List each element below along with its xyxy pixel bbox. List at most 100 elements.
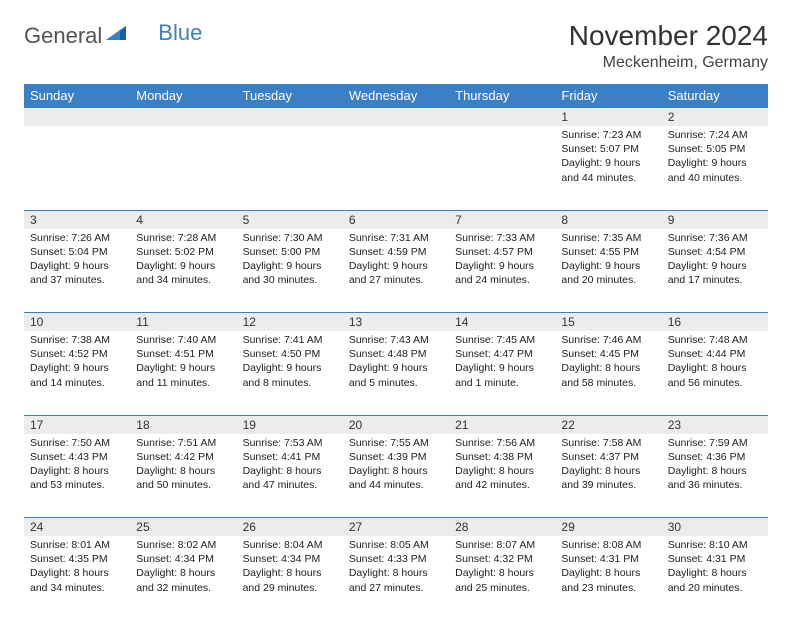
day-details: Sunrise: 8:01 AMSunset: 4:35 PMDaylight:… <box>24 536 130 601</box>
weekday-header: Thursday <box>449 84 555 108</box>
weekday-header: Saturday <box>662 84 768 108</box>
sunrise-text: Sunrise: 8:10 AM <box>668 538 762 552</box>
daylight-text: Daylight: 9 hours and 11 minutes. <box>136 361 230 389</box>
day-details: Sunrise: 7:40 AMSunset: 4:51 PMDaylight:… <box>130 331 236 396</box>
day-details: Sunrise: 7:50 AMSunset: 4:43 PMDaylight:… <box>24 434 130 499</box>
daylight-text: Daylight: 9 hours and 27 minutes. <box>349 259 443 287</box>
sunrise-text: Sunrise: 7:59 AM <box>668 436 762 450</box>
sunset-text: Sunset: 4:39 PM <box>349 450 443 464</box>
day-details: Sunrise: 7:35 AMSunset: 4:55 PMDaylight:… <box>555 229 661 294</box>
sunrise-text: Sunrise: 7:31 AM <box>349 231 443 245</box>
daylight-text: Daylight: 9 hours and 14 minutes. <box>30 361 124 389</box>
day-number: 10 <box>24 313 130 332</box>
day-details: Sunrise: 7:31 AMSunset: 4:59 PMDaylight:… <box>343 229 449 294</box>
week-row: Sunrise: 7:26 AMSunset: 5:04 PMDaylight:… <box>24 229 768 313</box>
day-details: Sunrise: 8:05 AMSunset: 4:33 PMDaylight:… <box>343 536 449 601</box>
day-details: Sunrise: 7:33 AMSunset: 4:57 PMDaylight:… <box>449 229 555 294</box>
day-number: 18 <box>130 415 236 434</box>
daynum-row: 24252627282930 <box>24 518 768 537</box>
daylight-text: Daylight: 8 hours and 20 minutes. <box>668 566 762 594</box>
sunrise-text: Sunrise: 7:56 AM <box>455 436 549 450</box>
day-cell: Sunrise: 7:24 AMSunset: 5:05 PMDaylight:… <box>662 126 768 210</box>
sunrise-text: Sunrise: 7:46 AM <box>561 333 655 347</box>
sunrise-text: Sunrise: 8:08 AM <box>561 538 655 552</box>
daylight-text: Daylight: 8 hours and 39 minutes. <box>561 464 655 492</box>
sunrise-text: Sunrise: 7:50 AM <box>30 436 124 450</box>
sunset-text: Sunset: 4:34 PM <box>243 552 337 566</box>
sunset-text: Sunset: 5:05 PM <box>668 142 762 156</box>
day-number: 2 <box>662 108 768 127</box>
day-details: Sunrise: 7:41 AMSunset: 4:50 PMDaylight:… <box>237 331 343 396</box>
day-details: Sunrise: 7:23 AMSunset: 5:07 PMDaylight:… <box>555 126 661 191</box>
day-details: Sunrise: 7:26 AMSunset: 5:04 PMDaylight:… <box>24 229 130 294</box>
day-details: Sunrise: 7:43 AMSunset: 4:48 PMDaylight:… <box>343 331 449 396</box>
sunset-text: Sunset: 5:02 PM <box>136 245 230 259</box>
day-details: Sunrise: 8:04 AMSunset: 4:34 PMDaylight:… <box>237 536 343 601</box>
day-details: Sunrise: 7:55 AMSunset: 4:39 PMDaylight:… <box>343 434 449 499</box>
daylight-text: Daylight: 9 hours and 30 minutes. <box>243 259 337 287</box>
sunrise-text: Sunrise: 7:24 AM <box>668 128 762 142</box>
daylight-text: Daylight: 9 hours and 5 minutes. <box>349 361 443 389</box>
day-number: 6 <box>343 210 449 229</box>
day-cell: Sunrise: 8:04 AMSunset: 4:34 PMDaylight:… <box>237 536 343 620</box>
day-number: 4 <box>130 210 236 229</box>
day-number: 30 <box>662 518 768 537</box>
day-cell: Sunrise: 7:33 AMSunset: 4:57 PMDaylight:… <box>449 229 555 313</box>
weekday-header-row: Sunday Monday Tuesday Wednesday Thursday… <box>24 84 768 108</box>
day-number: 23 <box>662 415 768 434</box>
daylight-text: Daylight: 8 hours and 23 minutes. <box>561 566 655 594</box>
day-details: Sunrise: 7:53 AMSunset: 4:41 PMDaylight:… <box>237 434 343 499</box>
day-cell: Sunrise: 7:55 AMSunset: 4:39 PMDaylight:… <box>343 434 449 518</box>
daylight-text: Daylight: 8 hours and 53 minutes. <box>30 464 124 492</box>
sunset-text: Sunset: 4:54 PM <box>668 245 762 259</box>
day-cell: Sunrise: 7:23 AMSunset: 5:07 PMDaylight:… <box>555 126 661 210</box>
day-number: 12 <box>237 313 343 332</box>
sunrise-text: Sunrise: 8:05 AM <box>349 538 443 552</box>
logo-text-1: General <box>24 23 102 49</box>
calendar-page: General Blue November 2024 Meckenheim, G… <box>0 0 792 640</box>
daylight-text: Daylight: 8 hours and 34 minutes. <box>30 566 124 594</box>
sunrise-text: Sunrise: 8:07 AM <box>455 538 549 552</box>
day-cell <box>24 126 130 210</box>
day-cell: Sunrise: 8:05 AMSunset: 4:33 PMDaylight:… <box>343 536 449 620</box>
day-details: Sunrise: 7:30 AMSunset: 5:00 PMDaylight:… <box>237 229 343 294</box>
day-cell: Sunrise: 7:43 AMSunset: 4:48 PMDaylight:… <box>343 331 449 415</box>
day-number: 14 <box>449 313 555 332</box>
sunset-text: Sunset: 4:57 PM <box>455 245 549 259</box>
logo-triangle-icon <box>106 20 126 46</box>
weekday-header: Tuesday <box>237 84 343 108</box>
daynum-row: 12 <box>24 108 768 127</box>
day-cell: Sunrise: 8:02 AMSunset: 4:34 PMDaylight:… <box>130 536 236 620</box>
sunrise-text: Sunrise: 8:04 AM <box>243 538 337 552</box>
daylight-text: Daylight: 8 hours and 29 minutes. <box>243 566 337 594</box>
day-details: Sunrise: 8:02 AMSunset: 4:34 PMDaylight:… <box>130 536 236 601</box>
daylight-text: Daylight: 9 hours and 44 minutes. <box>561 156 655 184</box>
logo-text-2: Blue <box>158 20 202 46</box>
location-label: Meckenheim, Germany <box>569 54 768 72</box>
sunrise-text: Sunrise: 8:02 AM <box>136 538 230 552</box>
weekday-header: Wednesday <box>343 84 449 108</box>
day-number: 9 <box>662 210 768 229</box>
day-cell: Sunrise: 8:01 AMSunset: 4:35 PMDaylight:… <box>24 536 130 620</box>
daylight-text: Daylight: 9 hours and 17 minutes. <box>668 259 762 287</box>
sunset-text: Sunset: 4:59 PM <box>349 245 443 259</box>
sunset-text: Sunset: 4:31 PM <box>668 552 762 566</box>
sunset-text: Sunset: 4:37 PM <box>561 450 655 464</box>
sunset-text: Sunset: 4:55 PM <box>561 245 655 259</box>
day-cell: Sunrise: 7:36 AMSunset: 4:54 PMDaylight:… <box>662 229 768 313</box>
daylight-text: Daylight: 9 hours and 1 minute. <box>455 361 549 389</box>
sunset-text: Sunset: 5:07 PM <box>561 142 655 156</box>
sunset-text: Sunset: 4:35 PM <box>30 552 124 566</box>
daylight-text: Daylight: 8 hours and 56 minutes. <box>668 361 762 389</box>
title-block: November 2024 Meckenheim, Germany <box>569 20 768 72</box>
daylight-text: Daylight: 8 hours and 36 minutes. <box>668 464 762 492</box>
day-cell: Sunrise: 7:53 AMSunset: 4:41 PMDaylight:… <box>237 434 343 518</box>
day-number: 13 <box>343 313 449 332</box>
daylight-text: Daylight: 9 hours and 24 minutes. <box>455 259 549 287</box>
day-details: Sunrise: 7:36 AMSunset: 4:54 PMDaylight:… <box>662 229 768 294</box>
sunset-text: Sunset: 4:42 PM <box>136 450 230 464</box>
day-number: 29 <box>555 518 661 537</box>
day-details: Sunrise: 7:51 AMSunset: 4:42 PMDaylight:… <box>130 434 236 499</box>
day-cell: Sunrise: 7:48 AMSunset: 4:44 PMDaylight:… <box>662 331 768 415</box>
week-row: Sunrise: 7:50 AMSunset: 4:43 PMDaylight:… <box>24 434 768 518</box>
